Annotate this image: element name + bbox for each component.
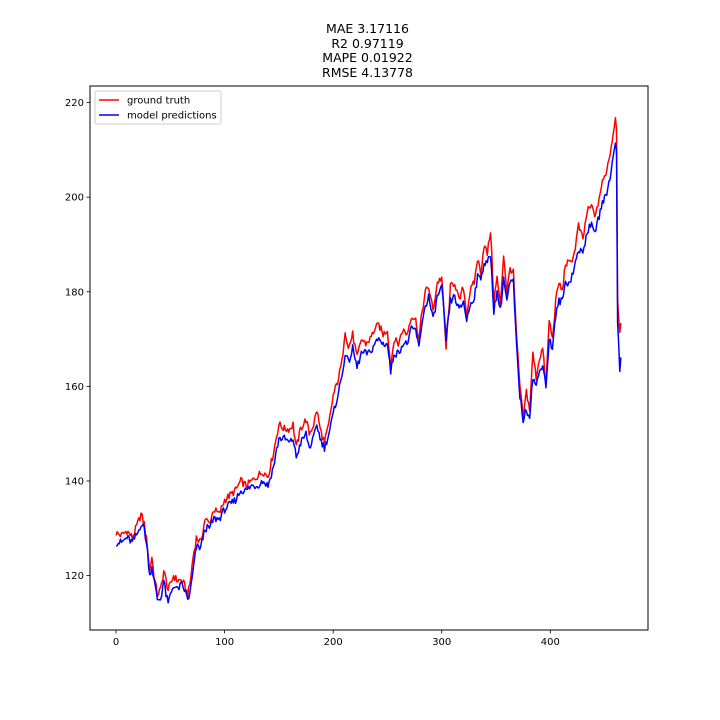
y-tick-label: 220 xyxy=(65,98,84,109)
chart-title: MAE 3.17116 R2 0.97119 MAPE 0.01922 RMSE… xyxy=(0,21,720,80)
title-line-mae: MAE 3.17116 xyxy=(326,21,409,36)
x-tick-label: 200 xyxy=(324,637,343,648)
y-tick-label: 160 xyxy=(65,382,84,393)
series-line-1 xyxy=(115,117,622,599)
title-line-r2: R2 0.97119 xyxy=(331,35,404,51)
legend-label-1: ground truth xyxy=(127,96,190,107)
y-tick-label: 200 xyxy=(65,193,84,204)
legend: ground truth model predictions xyxy=(94,90,222,125)
legend-label-2: model predictions xyxy=(127,111,217,122)
x-tick-label: 100 xyxy=(215,637,234,648)
y-tick-label: 140 xyxy=(65,476,84,487)
title-line-rmse: RMSE 4.13778 xyxy=(322,64,413,80)
y-axis: 120 140 160 180 200 220 xyxy=(65,98,90,582)
x-tick-label: 400 xyxy=(541,637,560,648)
series-line-2 xyxy=(115,142,622,604)
x-tick-label: 300 xyxy=(432,637,451,648)
title-line-mape: MAPE 0.01922 xyxy=(322,50,413,66)
plot-frame xyxy=(89,85,649,631)
series-layer xyxy=(115,117,622,604)
legend-box xyxy=(94,90,222,125)
y-tick-label: 120 xyxy=(65,571,84,582)
y-tick-label: 180 xyxy=(65,287,84,298)
x-axis: 0 100 200 300 400 xyxy=(113,630,560,648)
x-tick-label: 0 xyxy=(113,637,119,648)
